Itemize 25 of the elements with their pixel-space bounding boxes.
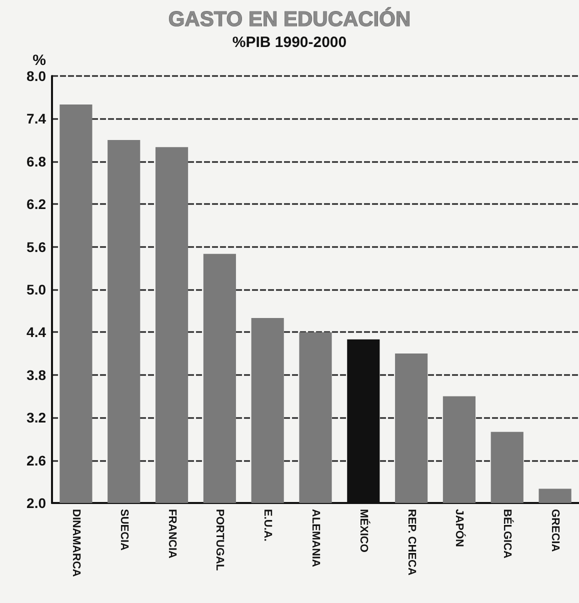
- y-tick-label: 4.4: [26, 324, 46, 340]
- x-tick-label: E.U.A.: [262, 509, 274, 542]
- y-tick-label: 5.0: [26, 282, 46, 298]
- x-tick-label: ALEMANIA: [310, 509, 322, 568]
- x-tick-label: JAPÓN: [453, 509, 466, 547]
- x-tick-label: SUECIA: [118, 509, 130, 551]
- y-tick-label: 2.6: [26, 452, 46, 468]
- y-tick-label: 8.0: [26, 68, 46, 84]
- y-tick-label: 6.8: [26, 153, 46, 170]
- x-tick-label: FRANCIA: [166, 509, 178, 559]
- x-tick-label: BÉLGICA: [501, 509, 514, 559]
- chart-subtitle: %PIB 1990-2000: [232, 34, 347, 51]
- x-tick-label: PORTUGAL: [214, 509, 226, 571]
- x-tick-label: DINAMARCA: [70, 509, 82, 577]
- y-tick-label: 2.0: [26, 495, 46, 511]
- y-tick-label: 7.4: [26, 110, 46, 127]
- chart-title: GASTO EN EDUCACIÓN: [168, 7, 411, 31]
- x-tick-label: GRECIA: [549, 509, 562, 552]
- x-tick-label: MÉXICO: [357, 509, 370, 553]
- y-tick-label: 3.8: [26, 366, 46, 383]
- y-tick-label: 3.2: [26, 410, 46, 426]
- y-tick-label: 6.2: [26, 196, 46, 212]
- y-axis-title: %: [32, 52, 46, 69]
- x-tick-label: REP. CHECA: [405, 509, 418, 576]
- y-tick-label: 5.6: [26, 238, 46, 255]
